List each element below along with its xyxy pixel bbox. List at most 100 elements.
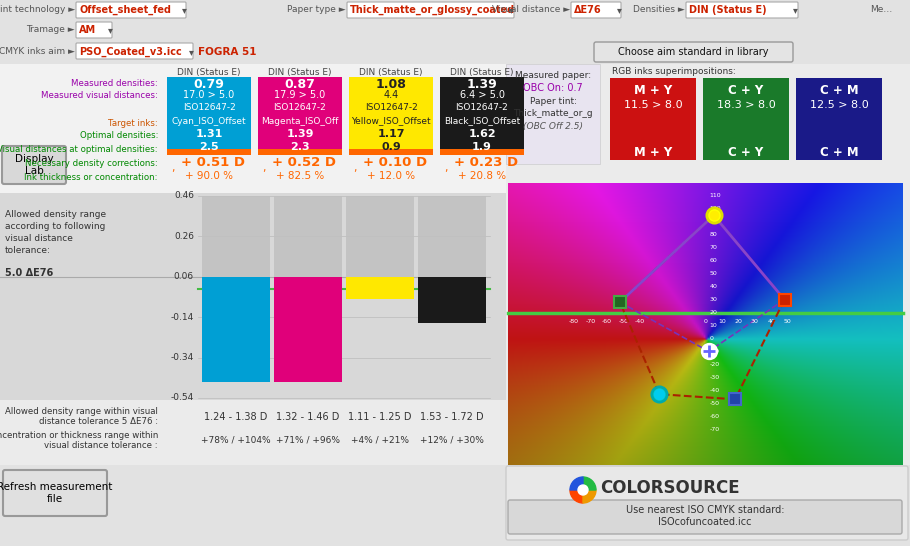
Text: 60: 60 xyxy=(710,258,717,263)
Text: ,: , xyxy=(262,163,266,173)
Text: 0.79: 0.79 xyxy=(194,78,225,91)
Text: 70: 70 xyxy=(710,245,717,250)
Bar xyxy=(258,149,342,155)
Text: ΔE76: ΔE76 xyxy=(574,5,602,15)
Text: 2.3: 2.3 xyxy=(290,142,309,152)
Text: -70: -70 xyxy=(585,318,595,324)
Bar xyxy=(703,78,789,160)
Text: ISO12647-2: ISO12647-2 xyxy=(183,104,236,112)
Text: ▾: ▾ xyxy=(189,47,194,57)
Text: 18.3 > 8.0: 18.3 > 8.0 xyxy=(717,100,775,110)
Wedge shape xyxy=(570,490,583,503)
Text: 50: 50 xyxy=(710,271,717,276)
Bar xyxy=(440,149,524,155)
Text: visual distance: visual distance xyxy=(5,234,73,243)
Text: 11.5 > 8.0: 11.5 > 8.0 xyxy=(623,100,682,110)
Bar xyxy=(0,400,506,465)
Text: Refresh measurement
file: Refresh measurement file xyxy=(0,482,113,504)
Text: 20: 20 xyxy=(734,318,743,324)
Text: 4.4: 4.4 xyxy=(383,90,399,100)
Text: + 90.0 %: + 90.0 % xyxy=(185,171,233,181)
Text: 1.39: 1.39 xyxy=(287,129,314,139)
FancyBboxPatch shape xyxy=(571,2,621,18)
Text: Densities ►: Densities ► xyxy=(633,5,685,15)
Text: -0.54: -0.54 xyxy=(171,394,194,402)
Bar xyxy=(0,20,910,40)
Text: 17.0 > 5.0: 17.0 > 5.0 xyxy=(184,90,235,100)
Text: 30: 30 xyxy=(710,297,717,302)
Text: ,: , xyxy=(444,163,448,173)
Text: + 0.52 D: + 0.52 D xyxy=(272,157,336,169)
Bar xyxy=(0,64,910,546)
Text: 1.9: 1.9 xyxy=(472,142,492,152)
Text: -60: -60 xyxy=(710,414,720,419)
Bar xyxy=(418,196,486,277)
Text: M + Y: M + Y xyxy=(634,85,672,98)
Text: DIN (Status E): DIN (Status E) xyxy=(359,68,423,76)
FancyBboxPatch shape xyxy=(2,146,66,184)
Text: distance tolerance 5 ΔE76 :: distance tolerance 5 ΔE76 : xyxy=(39,418,158,426)
Text: 0: 0 xyxy=(710,336,713,341)
Text: C + Y: C + Y xyxy=(728,85,763,98)
Text: Print technology ►: Print technology ► xyxy=(0,5,75,15)
Bar xyxy=(167,77,251,155)
Text: Use nearest ISO CMYK standard:: Use nearest ISO CMYK standard: xyxy=(626,505,784,515)
Text: OBC On: 0.7: OBC On: 0.7 xyxy=(523,83,583,93)
Text: +71% / +96%: +71% / +96% xyxy=(276,436,340,444)
Text: C + Y: C + Y xyxy=(728,145,763,158)
Bar xyxy=(349,149,433,155)
Text: RGB inks superimpositions:: RGB inks superimpositions: xyxy=(612,68,736,76)
Text: -30: -30 xyxy=(710,375,720,380)
Text: -0.14: -0.14 xyxy=(171,313,194,322)
Text: PSO_Coated_v3.icc: PSO_Coated_v3.icc xyxy=(79,47,182,57)
Bar xyxy=(202,277,270,382)
Bar xyxy=(0,64,506,464)
Bar xyxy=(506,64,600,164)
Text: 100: 100 xyxy=(710,206,721,211)
Text: + 0.23 D: + 0.23 D xyxy=(454,157,518,169)
Text: C + M: C + M xyxy=(820,85,858,98)
Text: Measured visual distances:: Measured visual distances: xyxy=(41,92,158,100)
Bar xyxy=(418,277,486,323)
Text: Paper tint:: Paper tint: xyxy=(530,97,577,105)
Text: Black_ISO_Offset: Black_ISO_Offset xyxy=(444,116,521,126)
Bar xyxy=(258,77,342,155)
Text: 30: 30 xyxy=(751,318,759,324)
Text: Yellow_ISO_Offset: Yellow_ISO_Offset xyxy=(351,116,430,126)
Text: 20: 20 xyxy=(710,310,717,315)
Text: tolerance:: tolerance: xyxy=(5,246,51,255)
Text: 2.5: 2.5 xyxy=(199,142,218,152)
Text: Visual distances at optimal densities:: Visual distances at optimal densities: xyxy=(0,145,158,153)
Text: -10: -10 xyxy=(710,349,720,354)
Text: 10: 10 xyxy=(718,318,726,324)
Text: -60: -60 xyxy=(602,318,612,324)
Text: Allowed density range within visual: Allowed density range within visual xyxy=(5,407,158,417)
Text: + 0.51 D: + 0.51 D xyxy=(181,157,245,169)
Bar xyxy=(796,78,882,160)
Wedge shape xyxy=(583,477,596,490)
FancyBboxPatch shape xyxy=(76,43,193,59)
Text: Magenta_ISO_Off: Magenta_ISO_Off xyxy=(261,116,339,126)
Text: +4% / +21%: +4% / +21% xyxy=(351,436,409,444)
Text: ▾: ▾ xyxy=(617,5,622,15)
Text: -0.34: -0.34 xyxy=(171,353,194,362)
Circle shape xyxy=(578,485,588,495)
Text: Target inks:: Target inks: xyxy=(108,118,158,128)
Bar xyxy=(0,0,910,20)
Text: 110: 110 xyxy=(710,193,721,198)
Text: 1.11 - 1.25 D: 1.11 - 1.25 D xyxy=(349,412,411,422)
Text: 1.17: 1.17 xyxy=(378,129,405,139)
Text: -20: -20 xyxy=(710,362,720,367)
Text: Offset_sheet_fed: Offset_sheet_fed xyxy=(79,5,171,15)
Text: -80: -80 xyxy=(569,318,579,324)
Bar xyxy=(0,465,910,546)
Text: 6.4 > 5.0: 6.4 > 5.0 xyxy=(460,90,504,100)
Text: 17.9 > 5.0: 17.9 > 5.0 xyxy=(275,90,326,100)
Text: Measured paper:: Measured paper: xyxy=(515,70,592,80)
Text: (OBC Off 2.5): (OBC Off 2.5) xyxy=(523,122,583,130)
Text: 40: 40 xyxy=(710,284,717,289)
Text: 0.26: 0.26 xyxy=(174,232,194,241)
Bar xyxy=(610,78,696,160)
FancyBboxPatch shape xyxy=(594,42,793,62)
Text: ISOcofuncoated.icc: ISOcofuncoated.icc xyxy=(658,517,752,527)
